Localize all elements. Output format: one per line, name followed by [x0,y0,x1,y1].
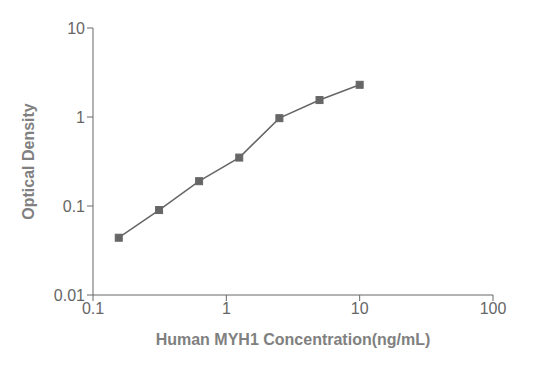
svg-text:10: 10 [351,300,369,317]
svg-text:1: 1 [222,300,231,317]
svg-text:0.1: 0.1 [63,198,85,215]
svg-text:0.01: 0.01 [54,287,85,304]
svg-text:100: 100 [480,300,507,317]
svg-text:Human MYH1 Concentration(ng/mL: Human MYH1 Concentration(ng/mL) [156,331,431,348]
svg-text:0.1: 0.1 [82,300,104,317]
svg-text:1: 1 [76,109,85,126]
svg-text:Optical Density: Optical Density [20,103,37,220]
svg-text:10: 10 [67,20,85,37]
